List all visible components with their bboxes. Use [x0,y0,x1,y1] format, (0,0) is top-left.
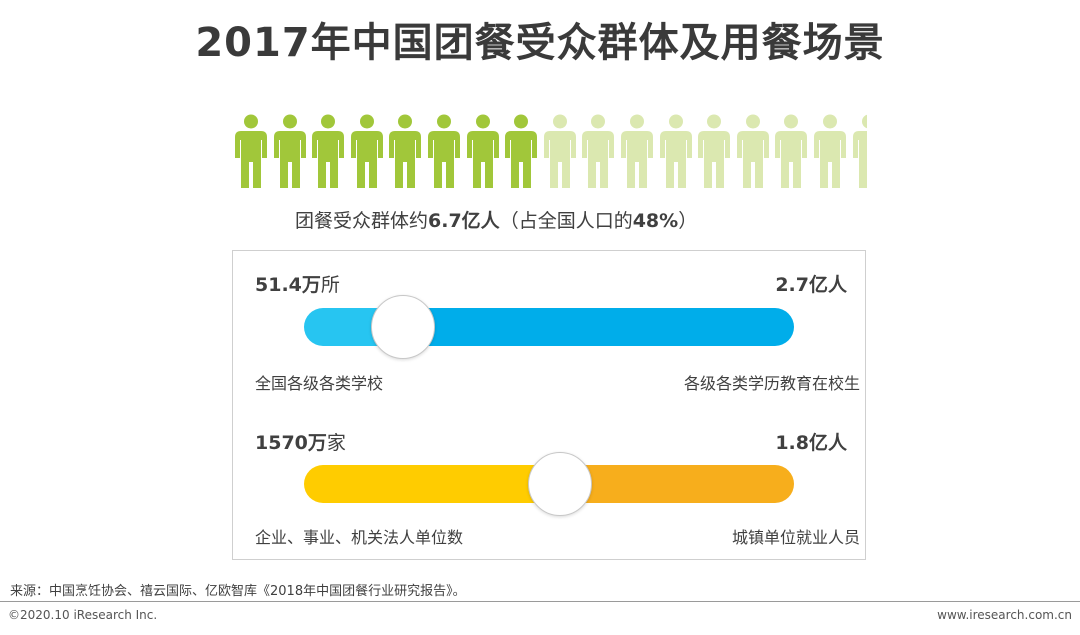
person-icon [814,114,846,188]
summary-text: 团餐受众群体约6.7亿人（占全国人口的48%） [295,206,697,233]
row1-bar-right-segment [403,308,794,346]
person-icon [621,114,653,188]
row1-right-unit: 亿人 [808,274,847,296]
row1-left-unit: 所 [320,274,340,296]
summary-prefix: 团餐受众群体约 [295,210,429,232]
source-note: 来源：中国烹饪协会、禧云国际、亿欧智库《2018年中国团餐行业研究报告》。 [10,584,466,599]
person-icon [698,114,730,188]
website-link[interactable]: www.iresearch.com.cn [937,608,1072,622]
comparison-panel [232,250,866,560]
person-icon [428,114,460,188]
row2-bar [304,465,794,503]
summary-close: ） [678,210,698,232]
row2-right-unit: 亿人 [808,432,847,454]
row1-bar [304,308,794,346]
row2-left-unit: 家 [326,432,346,454]
row2-left-label: 企业、事业、机关法人单位数 [255,528,464,547]
row1-right-value: 2.7亿人 [775,270,847,297]
person-icon [351,114,383,188]
person-icon [544,114,576,188]
person-icon [660,114,692,188]
person-icon [582,114,614,188]
person-icon [235,114,267,188]
row2-right-value: 1.8亿人 [775,428,847,455]
row1-right-number: 2.7 [775,274,809,296]
row2-bar-left-segment [304,465,560,503]
person-icon [775,114,807,188]
person-icon [505,114,537,188]
row2-left-number: 1570 [255,432,308,454]
row2-bar-right-segment [560,465,794,503]
row2-left-value: 1570万家 [255,428,346,455]
person-icon [274,114,306,188]
copyright: ©2020.10 iResearch Inc. [8,608,158,622]
person-icon [312,114,344,188]
person-icon [389,114,421,188]
person-icon [737,114,769,188]
row1-left-number: 51.4 [255,274,302,296]
chart-title: 2017年中国团餐受众群体及用餐场景 [195,20,885,66]
summary-value: 6.7亿人 [428,210,500,232]
person-icon [853,114,867,188]
row2-right-number: 1.8 [775,432,809,454]
summary-percent: 48% [632,210,679,232]
row1-right-label: 各级各类学历教育在校生 [683,374,860,393]
person-icon [467,114,499,188]
row2-left-unit-bold: 万 [307,432,327,454]
row1-left-unit-bold: 万 [301,274,321,296]
row2-knob [528,452,592,516]
row2-right-label: 城镇单位就业人员 [731,528,860,547]
row1-left-value: 51.4万所 [255,270,340,297]
summary-suffix: （占全国人口的 [499,210,633,232]
people-pictogram [233,114,867,190]
row1-left-label: 全国各级各类学校 [255,374,384,393]
footer-divider [0,601,1080,602]
row1-knob [371,295,435,359]
